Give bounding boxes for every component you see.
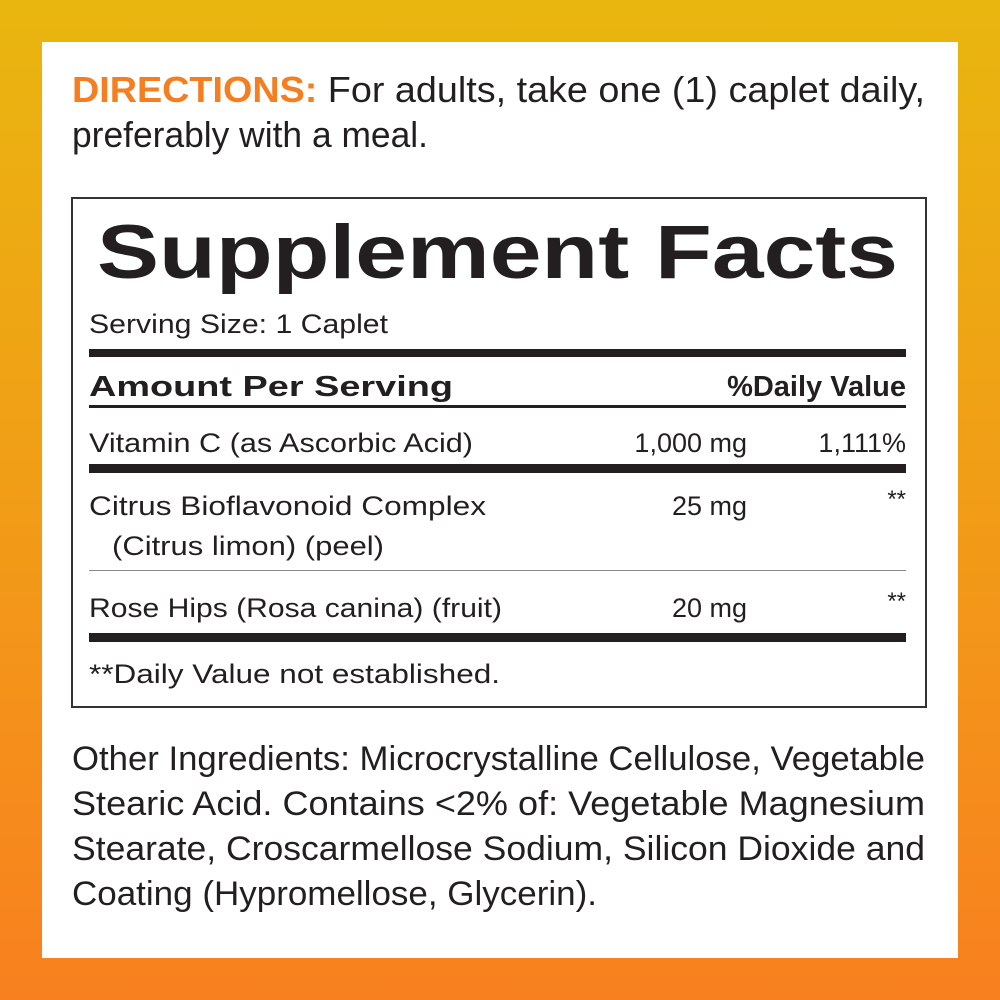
ingredient-amount: 25 mg — [672, 491, 747, 521]
hairline-divider — [89, 570, 906, 571]
other-ingredients-line: Other Ingredients: Microcrystalline Cell… — [72, 740, 925, 778]
directions-text: For adults, take one (1) caplet daily, — [317, 69, 925, 110]
ingredient-amount: 20 mg — [672, 593, 747, 623]
table-row: Rose Hips (Rosa canina) (fruit) 20 mg ** — [89, 588, 906, 623]
ingredient-name: Citrus Bioflavonoid Complex — [89, 491, 487, 521]
directions-line-1: DIRECTIONS: For adults, take one (1) cap… — [72, 69, 925, 110]
facts-box — [71, 197, 927, 708]
ingredient-dv: 1,111% — [818, 428, 906, 458]
footnote: **Daily Value not established. — [89, 659, 500, 689]
thin-divider — [89, 405, 906, 408]
other-ingredients-line: Coating (Hypromellose, Glycerin). — [72, 875, 597, 913]
thick-divider — [89, 464, 906, 473]
label-panel — [42, 42, 958, 958]
ingredient-name-detail: (Citrus limon) (peel) — [112, 531, 384, 561]
header-amount: Amount Per Serving — [89, 371, 453, 403]
ingredient-amount: 1,000 mg — [634, 428, 747, 458]
directions-line-2: preferably with a meal. — [72, 114, 428, 155]
facts-title: Supplement Facts — [97, 210, 898, 295]
header-daily-value: %Daily Value — [727, 371, 906, 403]
directions-label: DIRECTIONS: — [72, 69, 317, 110]
thick-divider — [89, 633, 906, 642]
table-row: Vitamin C (as Ascorbic Acid) 1,000 mg 1,… — [89, 428, 906, 458]
serving-size: Serving Size: 1 Caplet — [89, 309, 389, 339]
other-ingredients-line: Stearic Acid. Contains <2% of: Vegetable… — [72, 785, 925, 823]
ingredient-dv: ** — [887, 588, 906, 615]
thick-divider — [89, 349, 906, 357]
ingredient-name: Rose Hips (Rosa canina) (fruit) — [89, 593, 502, 623]
ingredient-name: Vitamin C (as Ascorbic Acid) — [89, 428, 473, 458]
table-row: Citrus Bioflavonoid Complex (Citrus limo… — [89, 486, 906, 561]
other-ingredients-line: Stearate, Croscarmellose Sodium, Silicon… — [72, 830, 925, 868]
ingredient-dv: ** — [887, 486, 906, 513]
